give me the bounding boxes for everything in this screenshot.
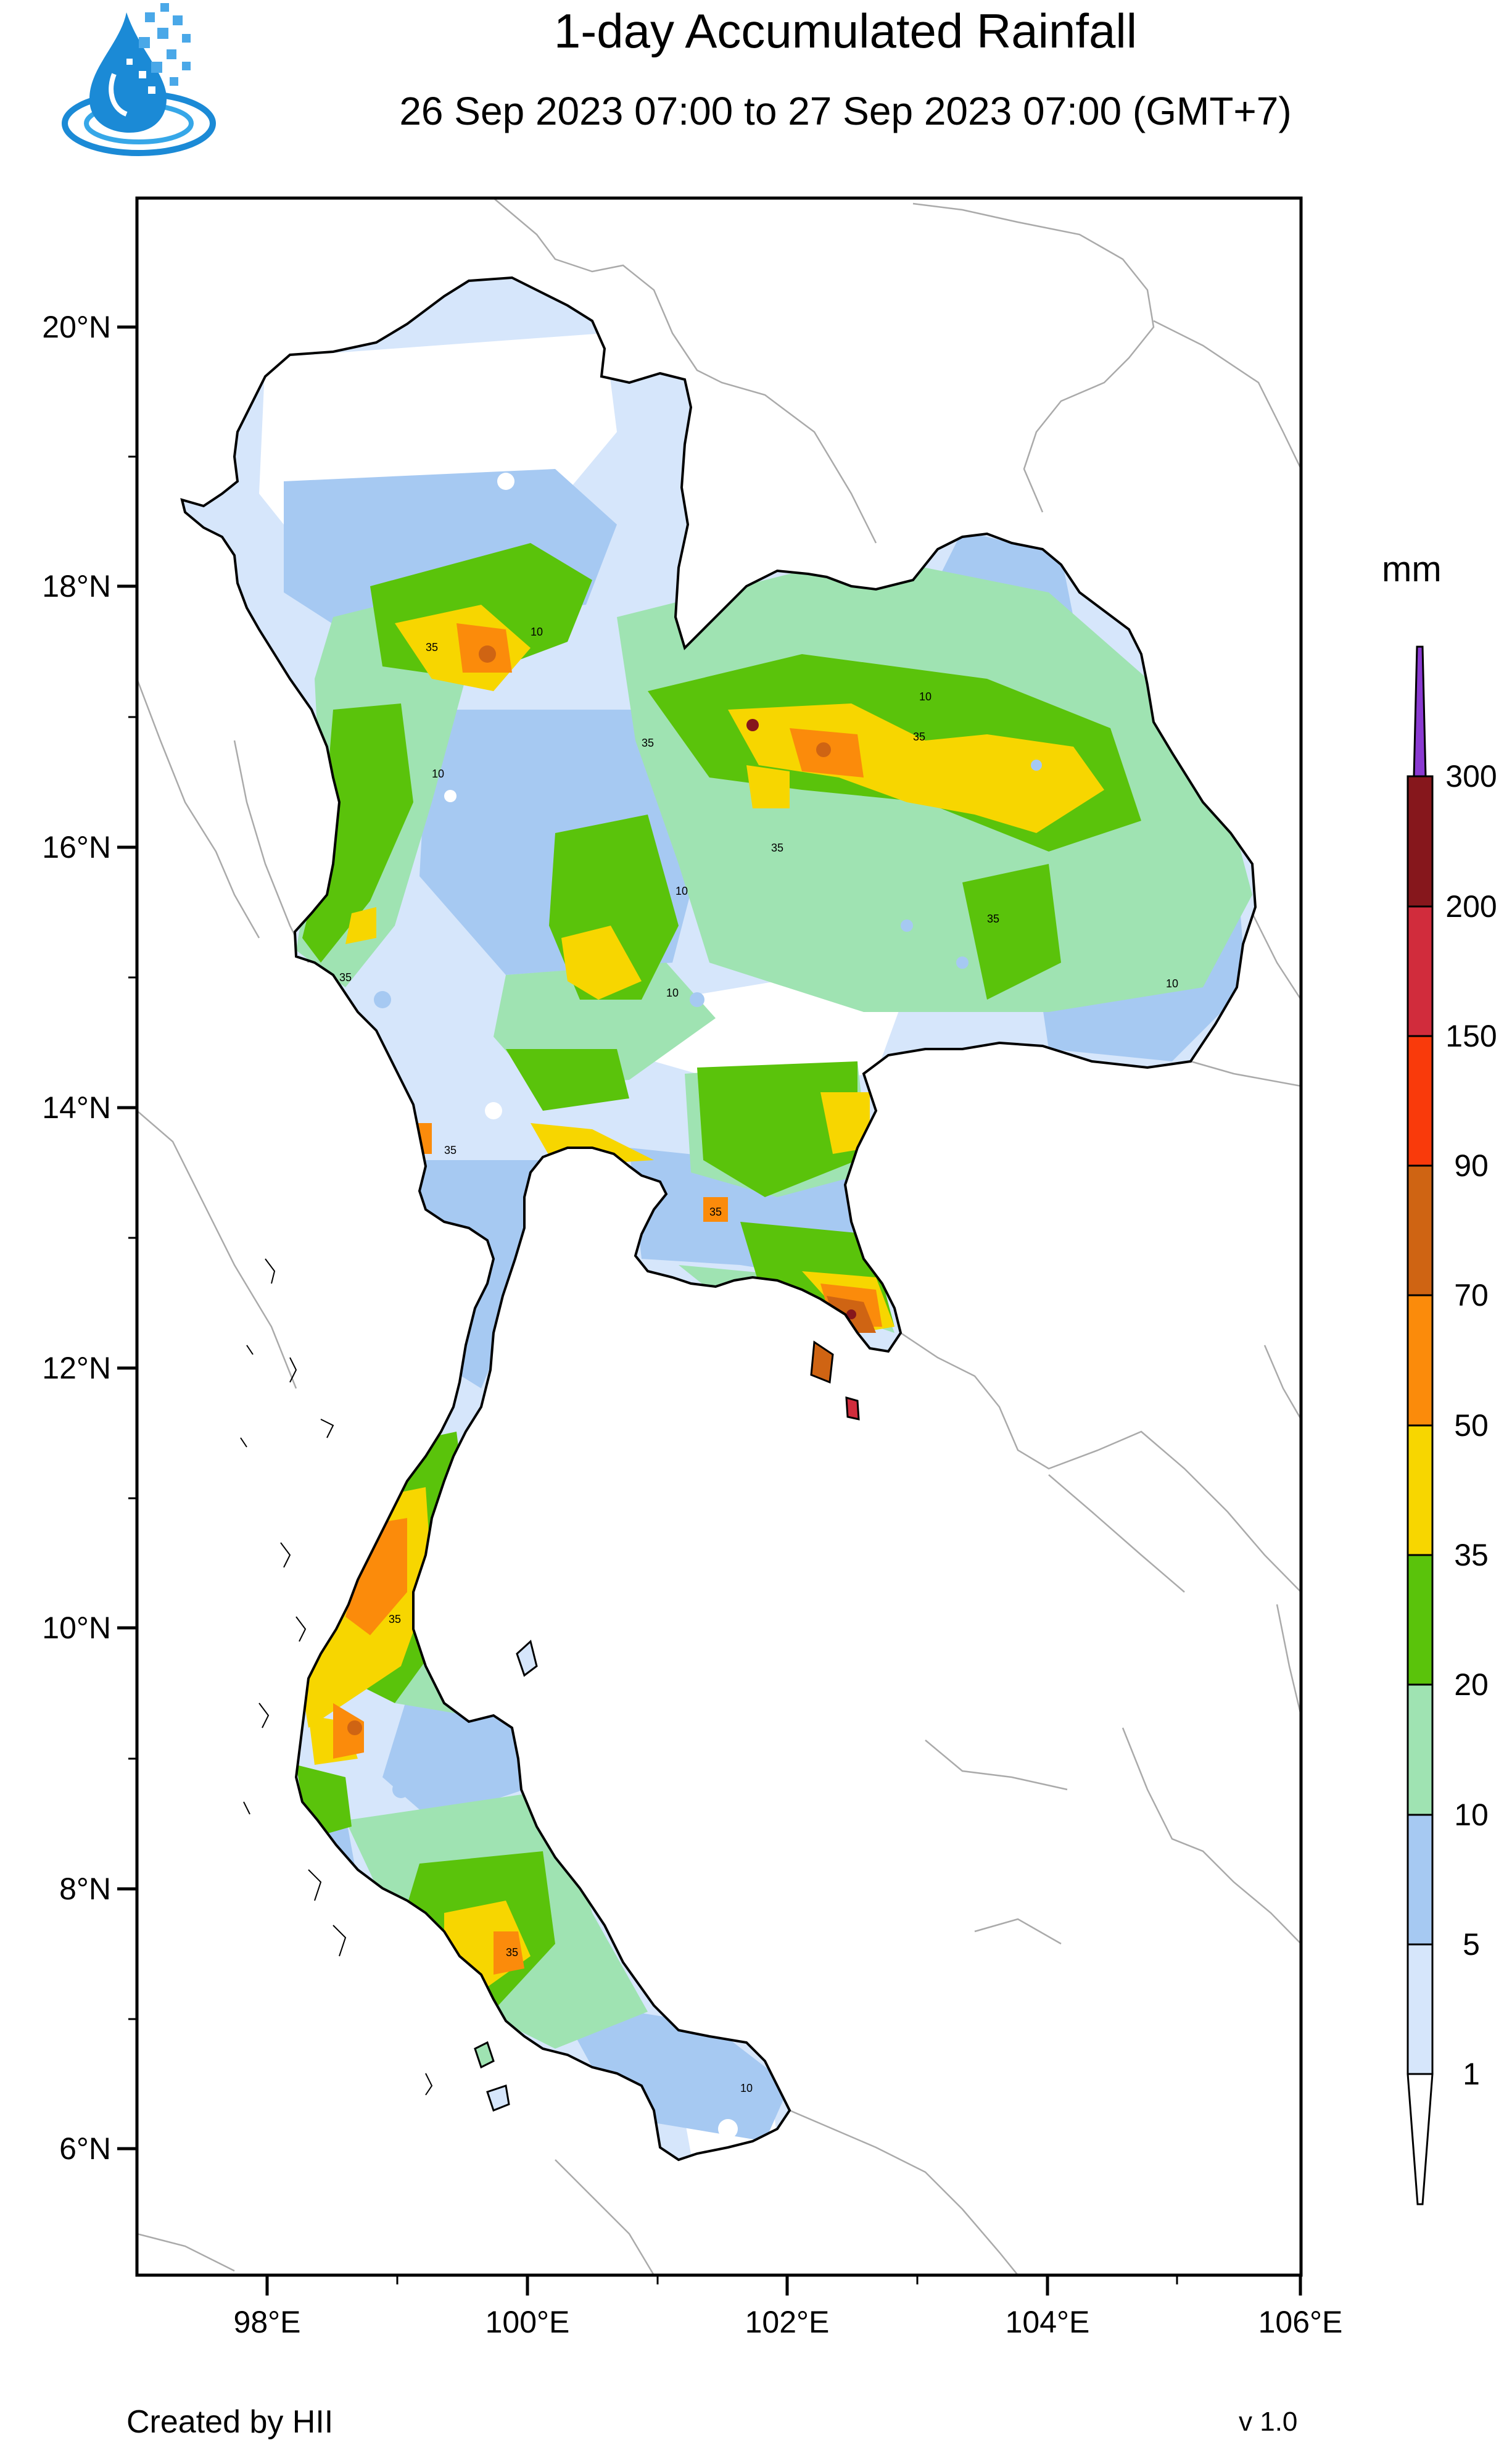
svg-text:35: 35: [426, 641, 438, 653]
lat-label-14n: 14°N: [42, 1090, 111, 1125]
svg-text:35: 35: [339, 971, 352, 984]
colorbar-label-150: 150: [1445, 1019, 1497, 1053]
svg-text:35: 35: [987, 913, 999, 925]
colorbar-label-50: 50: [1454, 1408, 1489, 1443]
svg-text:10: 10: [432, 768, 444, 780]
lon-label-104e: 104°E: [1005, 2305, 1090, 2339]
svg-text:35: 35: [709, 1206, 722, 1218]
svg-text:10: 10: [919, 691, 932, 703]
svg-text:35: 35: [642, 737, 654, 749]
colorbar-label-90: 90: [1454, 1148, 1489, 1183]
lon-label-102e: 102°E: [745, 2305, 830, 2339]
lat-label-18n: 18°N: [42, 569, 111, 603]
colorbar-label-70: 70: [1454, 1278, 1489, 1313]
svg-text:35: 35: [771, 842, 783, 854]
colorbar-label-20: 20: [1454, 1667, 1489, 1702]
lat-label-16n: 16°N: [42, 830, 111, 865]
svg-text:35: 35: [444, 1144, 456, 1156]
svg-text:10: 10: [531, 626, 543, 638]
map-subtitle: 26 Sep 2023 07:00 to 27 Sep 2023 07:00 (…: [399, 89, 1292, 133]
colorbar-label-200: 200: [1445, 889, 1497, 924]
svg-text:10: 10: [675, 885, 688, 897]
colorbar-unit: mm: [1382, 549, 1442, 589]
colorbar: [1407, 645, 1434, 2205]
colorbar-label-10: 10: [1454, 1798, 1489, 1832]
lon-label-100e: 100°E: [485, 2305, 570, 2339]
hii-logo: [62, 3, 216, 156]
version-text: v 1.0: [1239, 2407, 1298, 2437]
lat-label-8n: 8°N: [59, 1872, 111, 1906]
svg-text:10: 10: [1166, 977, 1178, 990]
credit-text: Created by HII: [126, 2404, 334, 2440]
svg-text:10: 10: [740, 2082, 753, 2094]
lon-label-106e: 106°E: [1258, 2305, 1343, 2339]
colorbar-label-5: 5: [1463, 1927, 1480, 1962]
lat-label-6n: 6°N: [59, 2131, 111, 2166]
colorbar-label-35: 35: [1454, 1538, 1489, 1572]
map-title: 1-day Accumulated Rainfall: [553, 4, 1138, 58]
lat-label-20n: 20°N: [42, 310, 111, 344]
lat-label-10n: 10°N: [42, 1611, 111, 1645]
colorbar-label-1: 1: [1463, 2057, 1480, 2091]
svg-text:35: 35: [913, 731, 925, 743]
svg-text:10: 10: [666, 987, 679, 999]
svg-text:35: 35: [506, 1946, 518, 1959]
lon-label-98e: 98°E: [233, 2305, 301, 2339]
colorbar-label-300: 300: [1445, 759, 1497, 794]
lat-label-12n: 12°N: [42, 1351, 111, 1385]
svg-text:35: 35: [389, 1613, 401, 1625]
